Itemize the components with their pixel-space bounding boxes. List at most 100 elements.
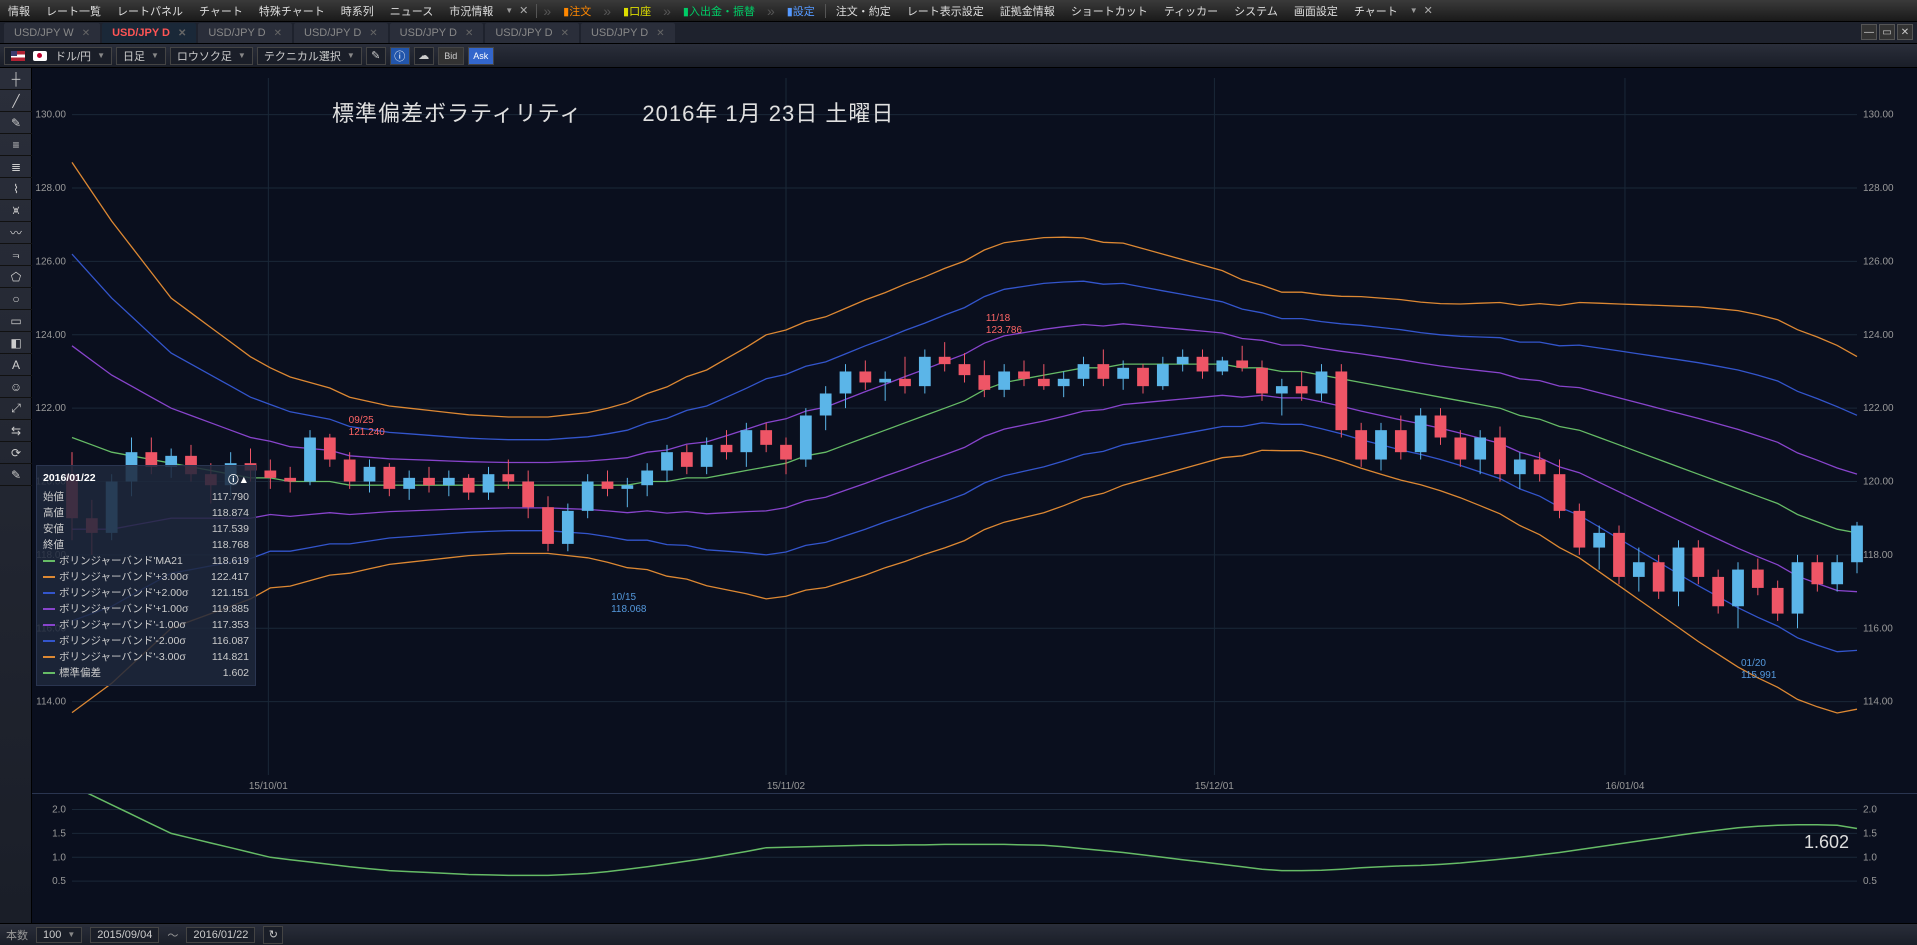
svg-text:130.00: 130.00 <box>1863 110 1894 121</box>
menu-証拠金情報[interactable]: 証拠金情報 <box>992 0 1063 22</box>
svg-text:122.00: 122.00 <box>1863 403 1894 414</box>
tab-close-icon[interactable]: ✕ <box>656 28 664 39</box>
tab-close-icon[interactable]: ✕ <box>465 28 473 39</box>
draw-tool-14[interactable]: ☺ <box>0 376 32 398</box>
menu-注文・約定[interactable]: 注文・約定 <box>828 0 899 22</box>
drawing-toolbar: ┼╱✎≡≣⌇⩙〰⫬⬠○▭◧A☺⤢⇆⟳✎ <box>0 68 32 923</box>
tab-close-icon[interactable]: ✕ <box>561 28 569 39</box>
svg-text:15/11/02: 15/11/02 <box>767 781 806 792</box>
draw-tool-10[interactable]: ○ <box>0 288 32 310</box>
reload-icon[interactable]: ↻ <box>263 926 283 944</box>
draw-tool-2[interactable]: ✎ <box>0 112 32 134</box>
info-icon[interactable]: ⓘ <box>390 47 410 65</box>
menu-close-icon[interactable]: ✕ <box>1418 4 1439 17</box>
menu-ショートカット[interactable]: ショートカット <box>1063 0 1156 22</box>
tab-USD-JPY-D[interactable]: USD/JPY D✕ <box>390 23 484 43</box>
count-select[interactable]: 100▼ <box>36 927 82 943</box>
draw-tool-3[interactable]: ≡ <box>0 134 32 156</box>
svg-text:1.0: 1.0 <box>1863 852 1877 863</box>
draw-tool-13[interactable]: A <box>0 354 32 376</box>
tab-USD-JPY-D[interactable]: USD/JPY D✕ <box>485 23 579 43</box>
svg-text:124.00: 124.00 <box>1863 330 1894 341</box>
technical-select[interactable]: テクニカル選択▼ <box>257 47 362 65</box>
menu-レート一覧[interactable]: レート一覧 <box>38 0 109 22</box>
menu-時系列[interactable]: 時系列 <box>333 0 382 22</box>
minimize-icon[interactable]: — <box>1861 24 1877 40</box>
draw-tool-6[interactable]: ⩙ <box>0 200 32 222</box>
menu-市況情報[interactable]: 市況情報 <box>441 0 501 22</box>
menu-情報[interactable]: 情報 <box>0 0 38 22</box>
menu-特殊チャート[interactable]: 特殊チャート <box>251 0 333 22</box>
ask-button[interactable]: Ask <box>468 47 494 65</box>
bid-button[interactable]: Bid <box>438 47 464 65</box>
svg-text:118.00: 118.00 <box>1863 550 1893 561</box>
main-chart[interactable]: 標準偏差ボラティリティ2016年 1月 23日 土曜日 114.00114.00… <box>32 68 1917 793</box>
menu-ティッカー[interactable]: ティッカー <box>1156 0 1226 22</box>
menu-dropdown-icon[interactable]: ▼ <box>1410 6 1418 15</box>
menu-システム[interactable]: システム <box>1226 0 1286 22</box>
svg-text:2.0: 2.0 <box>52 805 66 816</box>
tab-USD-JPY-D[interactable]: USD/JPY D✕ <box>198 23 292 43</box>
menu-close-icon[interactable]: ✕ <box>513 4 534 17</box>
tab-USD-JPY-W[interactable]: USD/JPY W✕ <box>4 23 100 43</box>
info-date: 2016/01/22 <box>43 472 96 487</box>
menu-レート表示設定[interactable]: レート表示設定 <box>899 0 992 22</box>
close-icon[interactable]: ✕ <box>1897 24 1913 40</box>
menu-チャート[interactable]: チャート <box>1346 0 1406 22</box>
charttype-select[interactable]: ロウソク足▼ <box>170 47 253 65</box>
menu-画面設定[interactable]: 画面設定 <box>1286 0 1346 22</box>
menu-口座[interactable]: ▮口座 <box>615 0 659 22</box>
sub-chart[interactable]: 0.50.51.01.01.51.52.02.0 1.602 <box>32 793 1917 923</box>
menu-レートパネル[interactable]: レートパネル <box>109 0 191 22</box>
info-collapse-icon[interactable]: ⓘ▲ <box>228 472 249 487</box>
svg-text:130.00: 130.00 <box>35 110 66 121</box>
draw-tool-9[interactable]: ⬠ <box>0 266 32 288</box>
tab-close-icon[interactable]: ✕ <box>178 28 186 39</box>
tab-USD-JPY-D[interactable]: USD/JPY D✕ <box>102 23 196 43</box>
draw-tool-12[interactable]: ◧ <box>0 332 32 354</box>
date-to[interactable]: 2016/01/22 <box>186 927 255 943</box>
date-from[interactable]: 2015/09/04 <box>90 927 159 943</box>
menu-dropdown-icon[interactable]: ▼ <box>505 6 513 15</box>
pair-label: ドル/円 <box>55 48 91 64</box>
price-annotation: 01/20115.991 <box>1741 658 1776 682</box>
menu-チャート[interactable]: チャート <box>191 0 251 22</box>
tab-USD-JPY-D[interactable]: USD/JPY D✕ <box>294 23 388 43</box>
svg-text:126.00: 126.00 <box>1863 256 1894 267</box>
menu-ニュース[interactable]: ニュース <box>382 0 441 22</box>
draw-tool-4[interactable]: ≣ <box>0 156 32 178</box>
menu-注文[interactable]: ▮注文 <box>555 0 599 22</box>
menu-設定[interactable]: ▮設定 <box>779 0 823 22</box>
cloud-icon[interactable]: ☁ <box>414 47 434 65</box>
draw-tool-18[interactable]: ✎ <box>0 464 32 486</box>
svg-text:120.00: 120.00 <box>1863 477 1894 488</box>
draw-tool-1[interactable]: ╱ <box>0 90 32 112</box>
tab-close-icon[interactable]: ✕ <box>274 28 282 39</box>
svg-text:0.5: 0.5 <box>52 876 66 887</box>
draw-tool-5[interactable]: ⌇ <box>0 178 32 200</box>
draw-tool-17[interactable]: ⟳ <box>0 442 32 464</box>
tab-close-icon[interactable]: ✕ <box>82 28 90 39</box>
svg-text:16/01/04: 16/01/04 <box>1605 781 1644 792</box>
maximize-icon[interactable]: ▭ <box>1879 24 1895 40</box>
bottom-bar: 本数 100▼ 2015/09/04 ～ 2016/01/22 ↻ <box>0 923 1917 945</box>
svg-text:114.00: 114.00 <box>36 697 66 708</box>
svg-text:1.5: 1.5 <box>1863 828 1877 839</box>
pencil-icon[interactable]: ✎ <box>366 47 386 65</box>
draw-tool-7[interactable]: 〰 <box>0 222 32 244</box>
stddev-current-value: 1.602 <box>1804 832 1849 853</box>
menu-入出金・振替[interactable]: ▮入出金・振替 <box>675 0 763 22</box>
draw-tool-8[interactable]: ⫬ <box>0 244 32 266</box>
svg-text:15/12/01: 15/12/01 <box>1195 781 1234 792</box>
tab-USD-JPY-D[interactable]: USD/JPY D✕ <box>581 23 675 43</box>
chart-tabs: USD/JPY W✕USD/JPY D✕USD/JPY D✕USD/JPY D✕… <box>0 22 1917 44</box>
draw-tool-16[interactable]: ⇆ <box>0 420 32 442</box>
draw-tool-0[interactable]: ┼ <box>0 68 32 90</box>
svg-text:124.00: 124.00 <box>35 330 66 341</box>
draw-tool-11[interactable]: ▭ <box>0 310 32 332</box>
tab-close-icon[interactable]: ✕ <box>369 28 377 39</box>
pair-select[interactable]: ドル/円 ▼ <box>4 47 112 65</box>
svg-text:126.00: 126.00 <box>35 256 66 267</box>
timeframe-select[interactable]: 日足▼ <box>116 47 166 65</box>
draw-tool-15[interactable]: ⤢ <box>0 398 32 420</box>
